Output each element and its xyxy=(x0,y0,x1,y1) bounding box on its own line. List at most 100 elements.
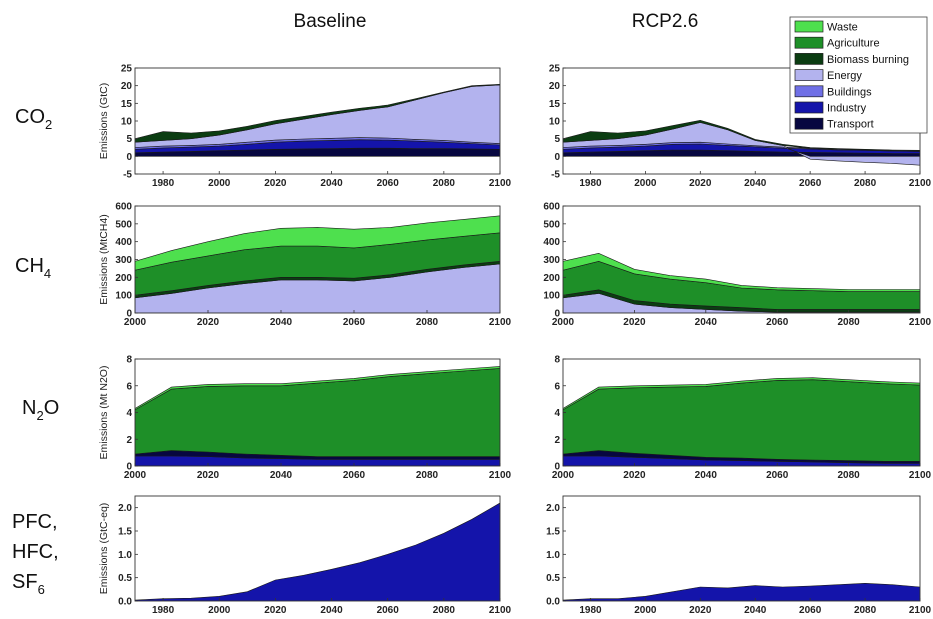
panel-ch4-rcp2-6: 0 100 200 300 400 500 600 2000 2020 2040 2060 2080 2… xyxy=(543,202,931,329)
area-biomass-burning xyxy=(135,83,500,143)
area-agriculture xyxy=(563,379,920,462)
y-tick-label: 10 xyxy=(121,117,133,128)
legend-label: Buildings xyxy=(827,86,872,98)
legend-swatch xyxy=(794,85,824,98)
row-labels: CO2 CH4 N2O PFC, HFC, SF6 xyxy=(12,106,59,597)
y-tick-label: 500 xyxy=(543,219,560,230)
x-tick-label: 2080 xyxy=(416,470,439,481)
y-tick-label: 6 xyxy=(126,381,132,392)
plot-frame xyxy=(134,495,501,602)
y-tick-label: 2.0 xyxy=(118,503,132,514)
column-title-rcp26: RCP2.6 xyxy=(632,11,699,32)
x-tick-label: 2060 xyxy=(343,317,366,328)
x-tick-label: 2100 xyxy=(909,178,932,189)
area-waste xyxy=(135,366,500,411)
x-tick-label: 2020 xyxy=(197,317,220,328)
x-tick-label: 2080 xyxy=(433,178,456,189)
y-tick-label: 100 xyxy=(115,291,132,302)
y-tick-label: 200 xyxy=(115,273,132,284)
area-industry xyxy=(563,582,920,601)
legend-swatch xyxy=(794,69,824,81)
x-tick-label: 2060 xyxy=(343,470,366,481)
areas xyxy=(563,119,920,166)
x-tick-label: 2020 xyxy=(623,317,646,328)
legend-entry-waste: Waste xyxy=(794,20,858,34)
y-tick-label: 0 xyxy=(554,152,560,163)
x-tick-label: 2100 xyxy=(909,470,932,481)
legend-swatch xyxy=(794,36,824,49)
y-tick-label: -5 xyxy=(551,170,560,181)
x-tick-label: 2080 xyxy=(433,605,456,616)
y-tick-label: 15 xyxy=(549,99,561,110)
x-tick-label: 2040 xyxy=(270,470,293,481)
panel-n2o-baseline: 0 2 4 6 8 2000 2020 2040 2060 2080 2100 Emissions (… xyxy=(98,355,512,482)
y-tick-label: 8 xyxy=(554,355,560,366)
x-tick-label: 2040 xyxy=(695,470,718,481)
y-tick-label: 0.0 xyxy=(118,597,132,608)
areas xyxy=(135,366,500,466)
x-tick-label: 2080 xyxy=(854,178,877,189)
row-label-n2o: N2O xyxy=(22,397,59,423)
x-tick-label: 2100 xyxy=(489,178,512,189)
y-tick-label: 0 xyxy=(126,152,132,163)
y-tick-label: 4 xyxy=(126,408,132,419)
y-tick-label: 1.0 xyxy=(546,550,560,561)
panel-ch4-baseline: 0 100 200 300 400 500 600 2000 2020 2040 2060 2080 2… xyxy=(98,202,512,329)
areas xyxy=(563,252,920,313)
x-tick-label: 2100 xyxy=(909,317,932,328)
areas xyxy=(563,582,920,601)
x-tick-label: 2000 xyxy=(634,605,657,616)
y-tick-label: 5 xyxy=(126,134,132,145)
y-tick-label: 0 xyxy=(554,309,560,320)
y-tick-label: 0 xyxy=(554,462,560,473)
y-tick-label: 300 xyxy=(115,255,132,266)
y-tick-label: 100 xyxy=(543,291,560,302)
x-tick-label: 2020 xyxy=(264,605,287,616)
y-axis-label: Emissions (Mt N2O) xyxy=(98,366,110,460)
x-tick-label: 1980 xyxy=(579,605,602,616)
panel-pfc-hfc-sf6-rcp2-6: 0.0 0.5 1.0 1.5 2.0 1980 2000 2020 2040 2060 2080 2… xyxy=(546,495,932,616)
x-tick-label: 2040 xyxy=(320,605,343,616)
legend-label: Transport xyxy=(827,119,874,131)
areas xyxy=(563,377,920,466)
legend: Waste Agriculture Biomass burning Energy Bui… xyxy=(789,16,928,134)
panel-co2-baseline: -5 0 5 10 15 20 25 1980 2000 2020 2040 2060 2080 2100… xyxy=(98,64,512,190)
y-tick-label: 0 xyxy=(126,462,132,473)
y-tick-label: 1.5 xyxy=(546,527,560,538)
x-tick-label: 2060 xyxy=(799,178,822,189)
x-tick-label: 2040 xyxy=(744,178,767,189)
x-tick-label: 2060 xyxy=(377,605,400,616)
y-tick-label: 6 xyxy=(554,381,560,392)
x-tick-label: 2000 xyxy=(552,470,575,481)
y-tick-label: 400 xyxy=(543,237,560,248)
area-biomass-burning xyxy=(563,119,920,152)
x-tick-label: 2080 xyxy=(416,317,439,328)
y-axis-label: Emissions (GtC-eq) xyxy=(98,503,110,595)
x-tick-label: 2100 xyxy=(909,605,932,616)
legend-label: Industry xyxy=(827,103,867,115)
row-label-ch4: CH4 xyxy=(15,255,51,281)
areas xyxy=(135,502,500,601)
x-tick-label: 1980 xyxy=(152,178,175,189)
column-title-baseline: Baseline xyxy=(294,11,367,32)
y-tick-label: 20 xyxy=(549,81,561,92)
y-tick-label: 15 xyxy=(121,99,133,110)
y-tick-label: 400 xyxy=(115,237,132,248)
y-tick-label: 5 xyxy=(554,134,560,145)
x-tick-label: 2080 xyxy=(837,470,860,481)
x-tick-label: 2000 xyxy=(552,317,575,328)
x-tick-label: 2020 xyxy=(623,470,646,481)
y-tick-label: 20 xyxy=(121,81,133,92)
y-tick-label: 300 xyxy=(543,255,560,266)
x-tick-label: 2080 xyxy=(837,317,860,328)
y-tick-label: 4 xyxy=(554,408,560,419)
legend-label: Biomass burning xyxy=(827,54,909,66)
y-tick-label: 0 xyxy=(126,309,132,320)
legend-label: Agriculture xyxy=(827,38,880,50)
x-tick-label: 2020 xyxy=(197,470,220,481)
x-tick-label: 2020 xyxy=(264,178,287,189)
x-tick-label: 1980 xyxy=(152,605,175,616)
row-label-co2: CO2 xyxy=(15,106,52,132)
plot-frame xyxy=(562,495,921,602)
